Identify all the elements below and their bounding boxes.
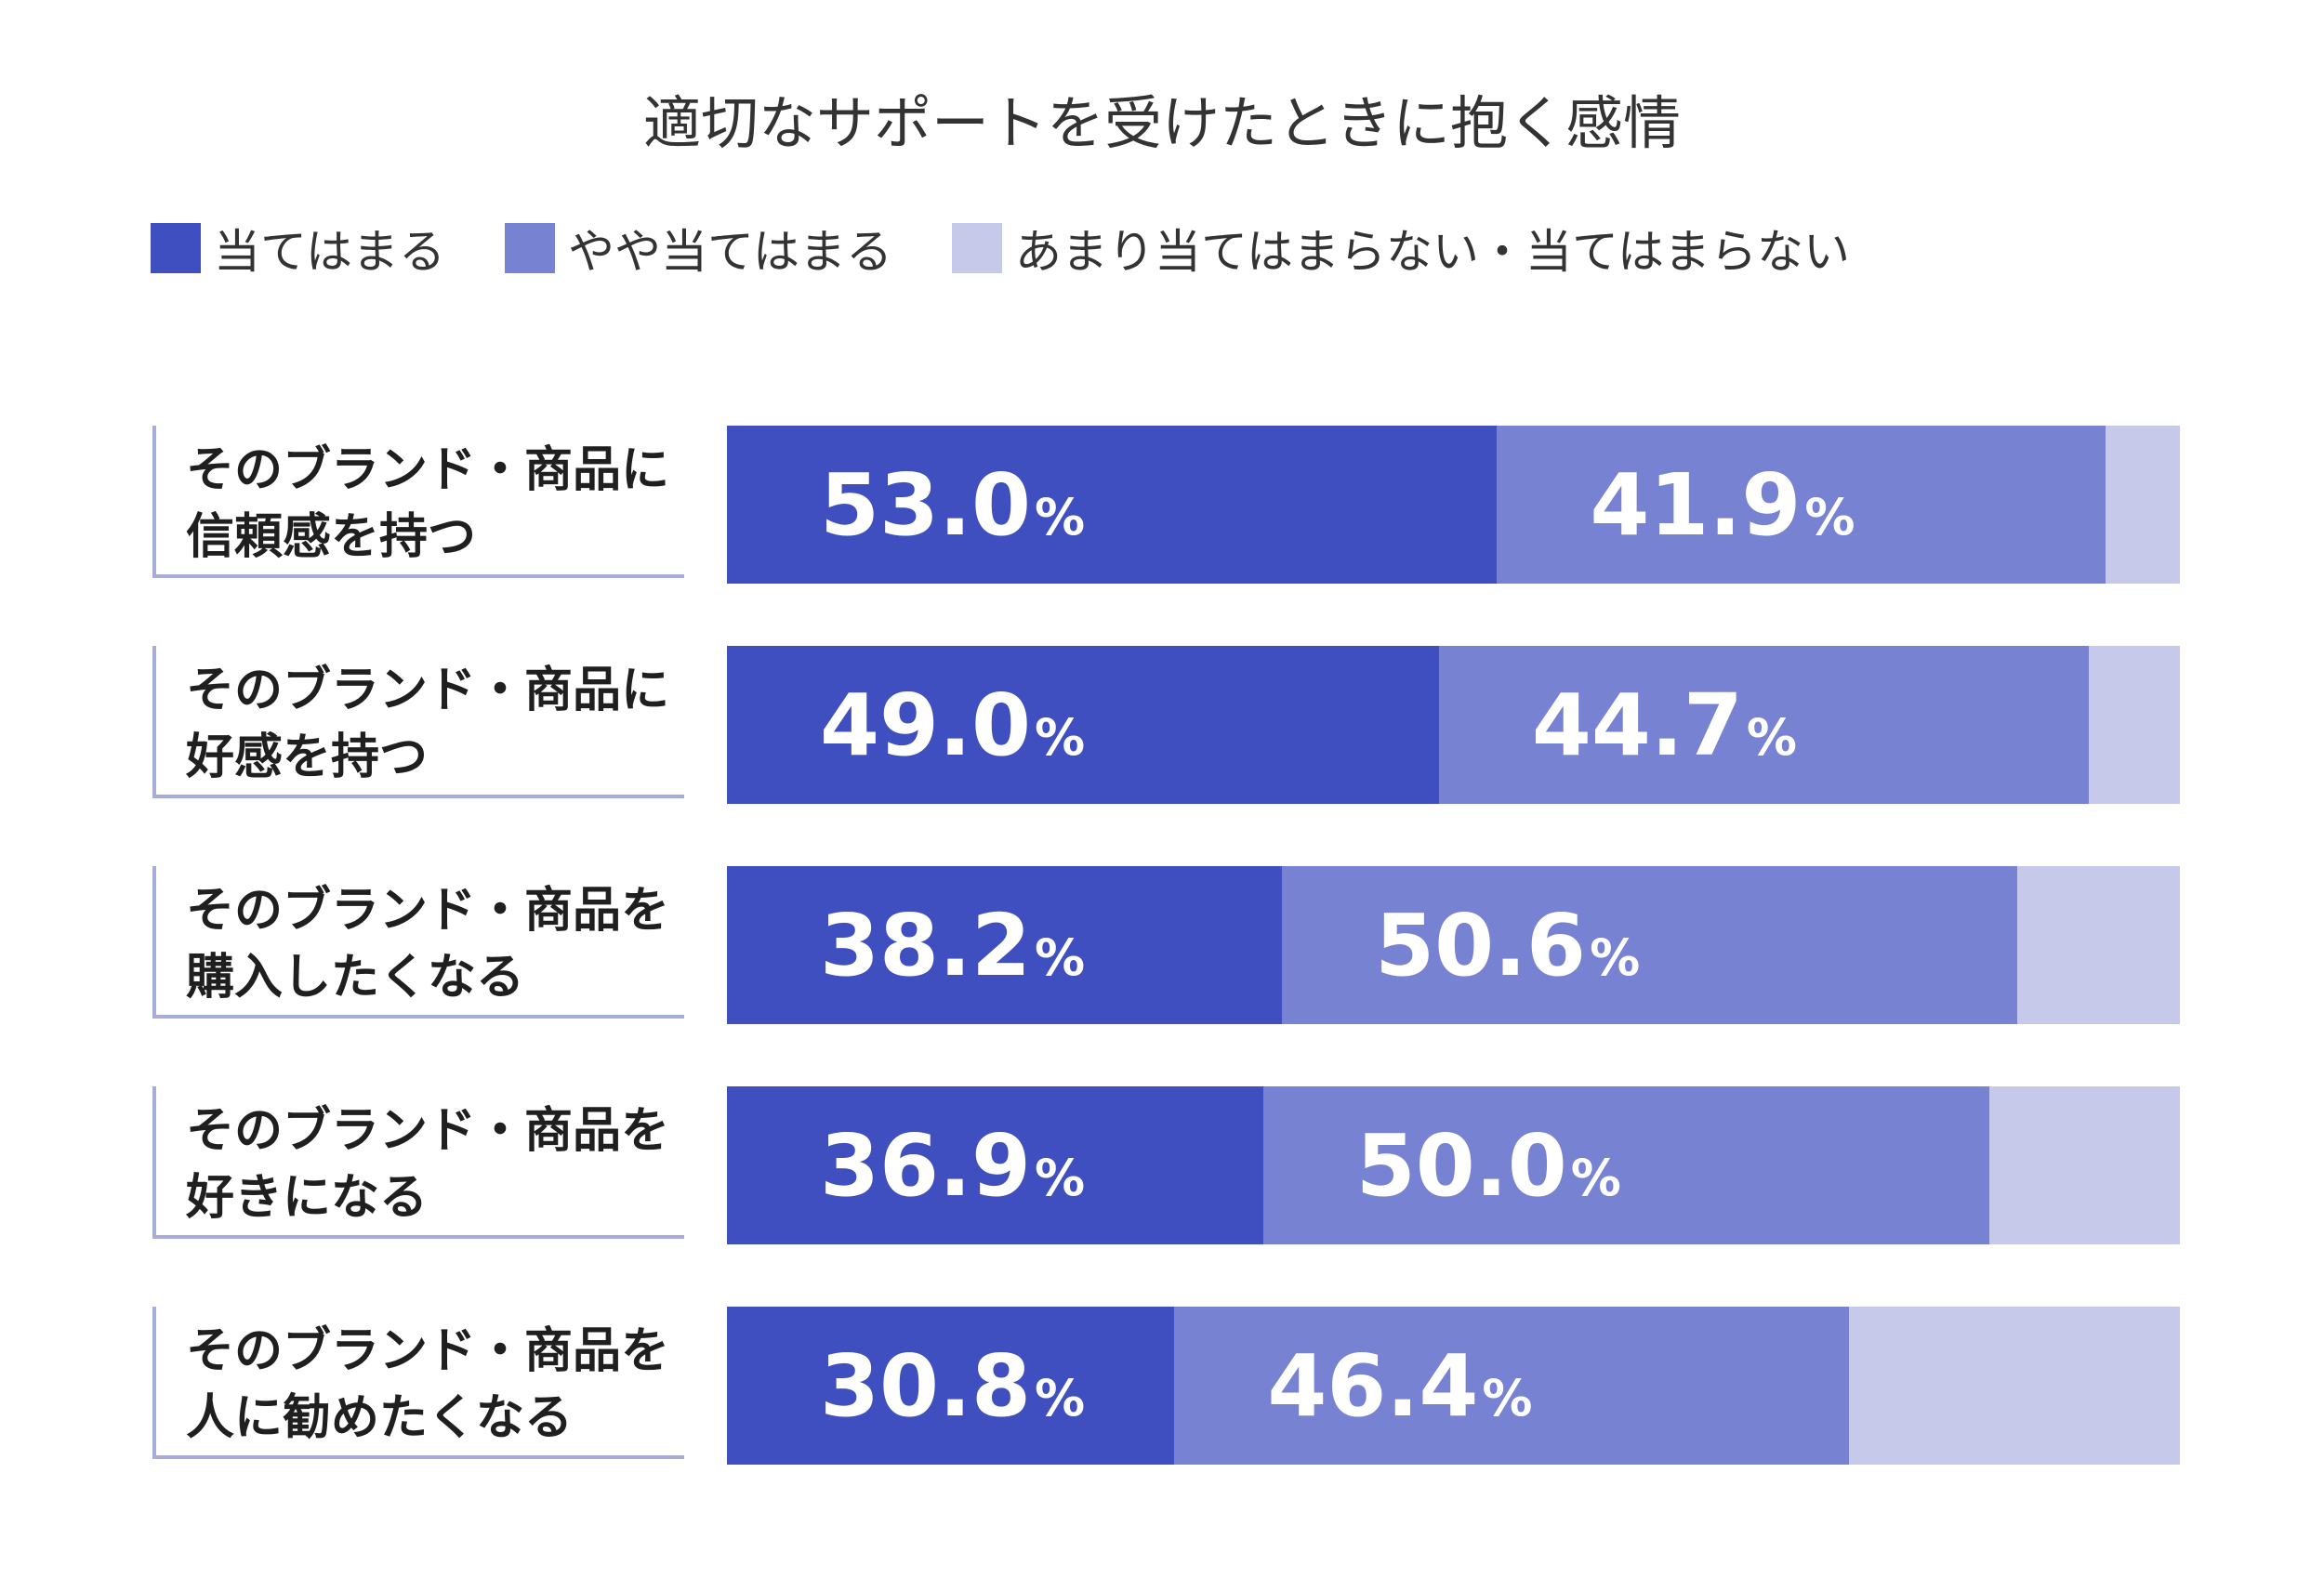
data-label-unit: % bbox=[1570, 1148, 1621, 1207]
stacked-bar: 30.8% 46.4% bbox=[727, 1307, 2180, 1465]
bar-segment: 30.8% bbox=[727, 1307, 1175, 1465]
stacked-bar: 38.2% 50.6% bbox=[727, 866, 2180, 1024]
bar-segment: 46.4% bbox=[1174, 1307, 1849, 1465]
data-label-value: 44.7 bbox=[1531, 675, 1743, 775]
data-label: 41.9% bbox=[1590, 426, 1855, 584]
data-label-value: 36.9 bbox=[820, 1115, 1031, 1216]
legend-item: やや当てはまる bbox=[505, 215, 892, 282]
legend-swatch bbox=[151, 223, 201, 273]
data-label-unit: % bbox=[1035, 487, 1086, 546]
data-label: 44.7% bbox=[1532, 646, 1797, 804]
legend-swatch bbox=[505, 223, 555, 273]
data-label-unit: % bbox=[1482, 1368, 1533, 1427]
bar-segment: 36.9% bbox=[727, 1086, 1263, 1244]
category-label: そのブランド・商品を 好きになる bbox=[152, 1086, 684, 1239]
bar-segment: 53.0% bbox=[727, 426, 1498, 584]
bar-segment: 44.7% bbox=[1438, 646, 2089, 804]
legend-label: やや当てはまる bbox=[568, 225, 892, 279]
data-label-unit: % bbox=[1035, 927, 1086, 987]
data-label-value: 38.2 bbox=[820, 895, 1031, 995]
data-label: 49.0% bbox=[820, 646, 1085, 804]
bar-segment: 38.2% bbox=[727, 866, 1283, 1024]
bar-segment: 49.0% bbox=[727, 646, 1439, 804]
data-label: 38.2% bbox=[820, 866, 1085, 1024]
bar-segment bbox=[2106, 426, 2180, 584]
legend-label: あまり当てはまらない・当てはまらない bbox=[1015, 225, 1850, 279]
bar-segment: 50.0% bbox=[1262, 1086, 1990, 1244]
bar-row: そのブランド・商品を 好きになる 36.9% 50.0% bbox=[0, 1086, 2324, 1250]
bar-row: そのブランド・商品を 購入したくなる 38.2% 50.6% bbox=[0, 866, 2324, 1030]
bar-segment bbox=[2088, 646, 2180, 804]
bar-segment: 50.6% bbox=[1282, 866, 2017, 1024]
stacked-bar: 36.9% 50.0% bbox=[727, 1086, 2180, 1244]
data-label-value: 50.6 bbox=[1375, 895, 1587, 995]
chart-title: 適切なサポートを受けたときに抱く感情 bbox=[642, 89, 1681, 157]
data-label-value: 49.0 bbox=[820, 675, 1031, 775]
bar-segment: 41.9% bbox=[1497, 426, 2106, 584]
bar-segment bbox=[1989, 1086, 2180, 1244]
data-label: 30.8% bbox=[820, 1307, 1085, 1465]
data-label: 53.0% bbox=[820, 426, 1085, 584]
legend-label: 当てはまる bbox=[214, 225, 445, 279]
data-label-unit: % bbox=[1746, 707, 1797, 767]
data-label: 50.0% bbox=[1356, 1086, 1621, 1244]
data-label-unit: % bbox=[1035, 707, 1086, 767]
category-label: そのブランド・商品を 人に勧めたくなる bbox=[152, 1307, 684, 1459]
data-label-value: 46.4 bbox=[1267, 1335, 1479, 1436]
data-label: 36.9% bbox=[820, 1086, 1085, 1244]
data-label-value: 30.8 bbox=[820, 1335, 1031, 1436]
data-label-unit: % bbox=[1804, 487, 1855, 546]
bar-row: そのブランド・商品を 人に勧めたくなる 30.8% 46.4% bbox=[0, 1307, 2324, 1470]
bar-segment bbox=[1848, 1307, 2180, 1465]
legend-item: 当てはまる bbox=[151, 215, 445, 282]
data-label-unit: % bbox=[1590, 927, 1641, 987]
chart-legend: 当てはまる やや当てはまる あまり当てはまらない・当てはまらない bbox=[151, 216, 1909, 281]
data-label-value: 41.9 bbox=[1590, 454, 1802, 555]
legend-swatch bbox=[952, 223, 1002, 273]
stacked-bar: 53.0% 41.9% bbox=[727, 426, 2180, 584]
stacked-bar: 49.0% 44.7% bbox=[727, 646, 2180, 804]
category-label: そのブランド・商品に 信頼感を持つ bbox=[152, 426, 684, 578]
bar-row: そのブランド・商品に 信頼感を持つ 53.0% 41.9% bbox=[0, 426, 2324, 589]
data-label-unit: % bbox=[1035, 1368, 1086, 1427]
category-label: そのブランド・商品に 好感を持つ bbox=[152, 646, 684, 798]
data-label: 50.6% bbox=[1375, 866, 1640, 1024]
data-label: 46.4% bbox=[1267, 1307, 1532, 1465]
category-label: そのブランド・商品を 購入したくなる bbox=[152, 866, 684, 1019]
data-label-unit: % bbox=[1035, 1148, 1086, 1207]
legend-item: あまり当てはまらない・当てはまらない bbox=[952, 215, 1850, 282]
bar-row: そのブランド・商品に 好感を持つ 49.0% 44.7% bbox=[0, 646, 2324, 809]
data-label-value: 50.0 bbox=[1355, 1115, 1567, 1216]
data-label-value: 53.0 bbox=[820, 454, 1031, 555]
bar-segment bbox=[2016, 866, 2180, 1024]
